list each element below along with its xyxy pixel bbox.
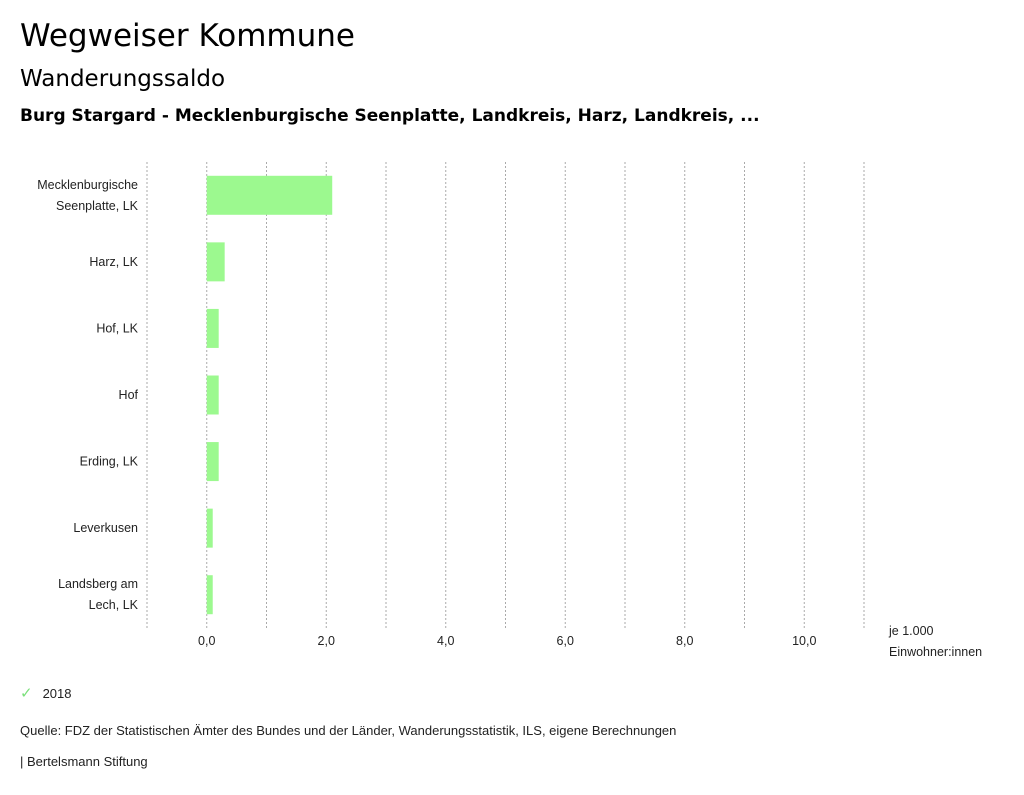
bar-6[interactable] bbox=[206, 575, 213, 615]
bar-0[interactable] bbox=[206, 175, 333, 215]
credit-note: | Bertelsmann Stiftung bbox=[20, 754, 148, 769]
chart-subtitle: Wanderungssaldo bbox=[20, 66, 226, 92]
x-tick-label-4: 8,0 bbox=[676, 634, 693, 648]
category-label-line: Lech, LK bbox=[89, 598, 139, 612]
checkmark-icon: ✓ bbox=[20, 685, 33, 702]
bar-2[interactable] bbox=[206, 308, 219, 348]
x-axis-label-line: Einwohner:innen bbox=[889, 645, 982, 659]
chart-description: Burg Stargard - Mecklenburgische Seenpla… bbox=[20, 106, 760, 126]
x-tick-labels: 0,0 2,0 4,0 6,0 8,0 10,0 bbox=[198, 634, 816, 648]
gridlines bbox=[146, 162, 865, 628]
category-label-0: Mecklenburgische Seenplatte, LK bbox=[37, 178, 138, 213]
legend[interactable]: ✓ 2018 bbox=[20, 684, 72, 702]
category-label-line: Leverkusen bbox=[73, 521, 138, 535]
x-tick-label-0: 0,0 bbox=[198, 634, 215, 648]
category-label-3: Hof bbox=[119, 388, 139, 402]
category-label-line: Erding, LK bbox=[80, 455, 139, 469]
category-label-line: Harz, LK bbox=[89, 255, 138, 269]
category-label-line: Mecklenburgische bbox=[37, 178, 138, 192]
bar-4[interactable] bbox=[206, 442, 219, 482]
bar-5[interactable] bbox=[206, 508, 213, 548]
x-tick-label-1: 2,0 bbox=[318, 634, 335, 648]
x-axis-label: je 1.000 Einwohner:innen bbox=[888, 624, 982, 659]
bar-chart: Mecklenburgische Seenplatte, LK Harz, LK Ho… bbox=[37, 162, 982, 659]
category-label-4: Erding, LK bbox=[80, 455, 139, 469]
bar-3[interactable] bbox=[206, 375, 219, 415]
category-label-2: Hof, LK bbox=[96, 321, 138, 335]
category-label-line: Hof bbox=[119, 388, 139, 402]
x-axis-label-line: je 1.000 bbox=[888, 624, 934, 638]
category-label-1: Harz, LK bbox=[89, 255, 138, 269]
source-note: Quelle: FDZ der Statistischen Ämter des … bbox=[20, 723, 677, 738]
category-label-5: Leverkusen bbox=[73, 521, 138, 535]
category-labels: Mecklenburgische Seenplatte, LK Harz, LK Ho… bbox=[37, 178, 138, 612]
x-tick-label-2: 4,0 bbox=[437, 634, 454, 648]
category-label-line: Hof, LK bbox=[96, 321, 138, 335]
bars bbox=[206, 175, 333, 615]
x-axis-label-text: je 1.000 Einwohner:innen bbox=[888, 624, 982, 659]
category-label-6: Landsberg am Lech, LK bbox=[58, 577, 139, 612]
legend-label: 2018 bbox=[42, 685, 72, 701]
category-label-line: Landsberg am bbox=[58, 577, 138, 591]
bar-1[interactable] bbox=[206, 242, 225, 282]
x-tick-label-3: 6,0 bbox=[557, 634, 574, 648]
page-title: Wegweiser Kommune bbox=[20, 18, 355, 54]
x-tick-label-5: 10,0 bbox=[792, 634, 816, 648]
category-label-line: Seenplatte, LK bbox=[56, 199, 139, 213]
